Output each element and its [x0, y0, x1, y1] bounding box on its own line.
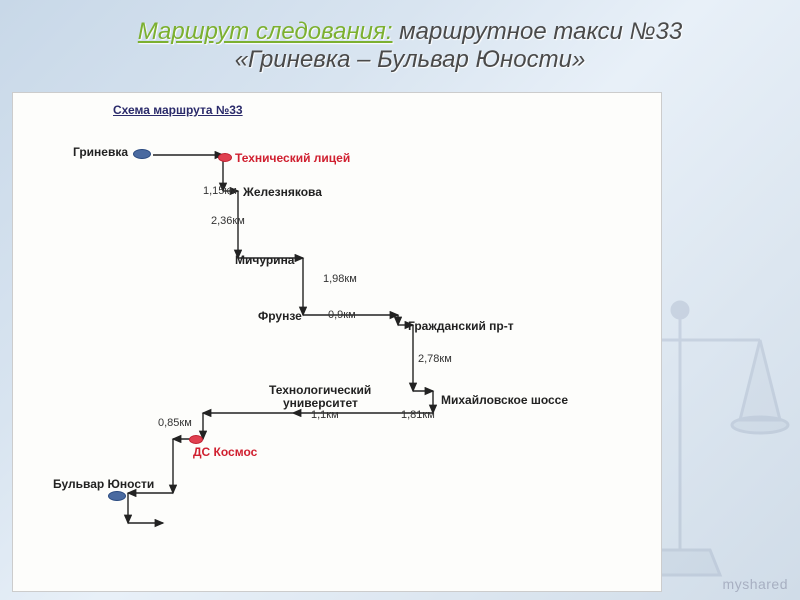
stop-label: Гриневка: [73, 145, 128, 159]
stop-label: Мичурина: [235, 253, 294, 267]
distance-label: 1,15км: [203, 185, 237, 197]
stop-label: Технологический: [269, 383, 371, 397]
distance-label: 0,9км: [328, 309, 356, 321]
stop-label: Технический лицей: [235, 151, 350, 165]
stop-label: университет: [283, 396, 358, 410]
title-highlight: Маршрут следования:: [138, 18, 393, 45]
stop-marker: [108, 491, 126, 501]
title-line-1: Маршрут следования: маршрутное такси №33: [50, 18, 770, 46]
distance-label: 0,85км: [158, 417, 192, 429]
stop-label: Михайловское шоссе: [441, 393, 568, 407]
route-path-svg: [13, 93, 663, 593]
distance-label: 1,98км: [323, 273, 357, 285]
watermark: myshared: [723, 576, 788, 592]
stop-label: Гражданский пр-т: [408, 319, 514, 333]
distance-label: 1,1км: [311, 409, 339, 421]
distance-label: 2,78км: [418, 353, 452, 365]
stop-marker: [133, 149, 151, 159]
title-rest: маршрутное такси №33: [393, 18, 683, 45]
stop-label: Бульвар Юности: [53, 477, 154, 491]
stop-marker: [189, 435, 203, 444]
slide-title: Маршрут следования: маршрутное такси №33…: [0, 0, 800, 84]
title-line-2: «Гриневка – Бульвар Юности»: [50, 46, 770, 74]
stop-label: ДС Космос: [193, 445, 257, 459]
route-diagram: Схема маршрута №33 ГриневкаТехнический л…: [12, 92, 662, 592]
distance-label: 1,81км: [401, 409, 435, 421]
stop-label: Железнякова: [243, 185, 322, 199]
distance-label: 2,36км: [211, 215, 245, 227]
stop-label: Фрунзе: [258, 309, 302, 323]
stop-marker: [218, 153, 232, 162]
